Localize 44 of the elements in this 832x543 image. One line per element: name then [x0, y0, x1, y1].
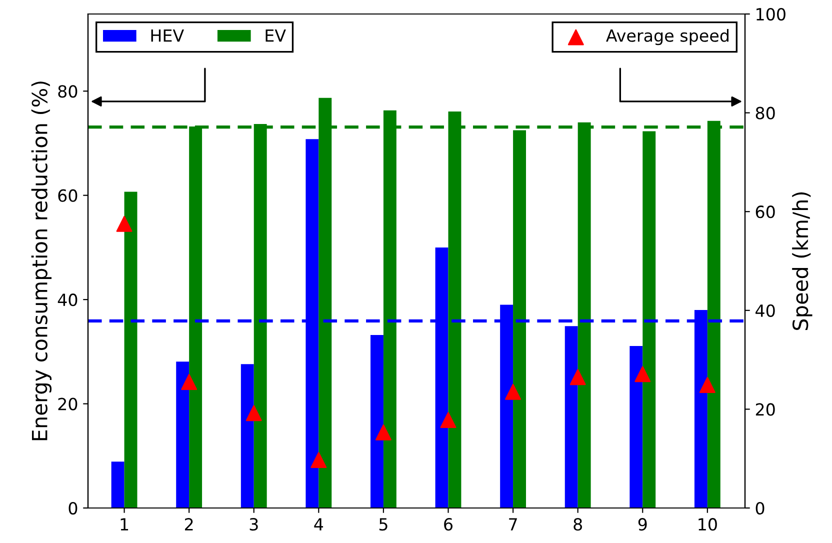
bar: [564, 326, 578, 508]
point: [634, 366, 651, 382]
point: [570, 369, 586, 386]
y-axis-title: Energy consumption reduction (%): [31, 82, 52, 440]
x-tick-label: 10: [698, 518, 717, 531]
y-tick-label: 80: [58, 85, 78, 98]
x-tick-label: 9: [638, 518, 647, 531]
point: [246, 405, 262, 422]
y2-axis-title: Speed (km/h): [792, 192, 812, 330]
bar: [370, 334, 384, 508]
bar: [630, 346, 643, 508]
legend-label: Average speed: [606, 29, 728, 46]
y2-tick-label: 0: [756, 502, 764, 515]
bar: [642, 131, 656, 508]
legend-label: EV: [266, 30, 286, 42]
x-tick-label: 2: [184, 518, 193, 530]
x-tick-label: 1: [120, 518, 128, 530]
y2-tick-label: 80: [756, 106, 775, 120]
x-tick-label: 6: [444, 518, 452, 531]
bar: [124, 192, 138, 508]
y-tick-label: 40: [58, 294, 78, 306]
legend-label: HEV: [151, 30, 184, 42]
y-tick-label: 20: [58, 398, 78, 410]
y2-tick-label: 60: [756, 206, 775, 218]
y2-tick-label: 40: [756, 304, 775, 317]
point: [310, 452, 327, 468]
x-tick-label: 3: [250, 518, 258, 531]
x-tick-label: 8: [574, 518, 582, 531]
point: [375, 424, 392, 440]
point: [699, 377, 716, 393]
point: [116, 216, 132, 232]
bar: [111, 462, 124, 508]
point: [181, 374, 198, 390]
x-tick-label: 4: [314, 518, 324, 530]
point: [505, 384, 522, 400]
bar: [176, 362, 190, 508]
point: [440, 412, 456, 428]
y2-tick-label: 100: [756, 8, 786, 21]
y-tick-label: 0: [68, 502, 78, 515]
x-tick-label: 7: [509, 518, 517, 530]
y2-tick-label: 20: [756, 403, 775, 416]
bar: [240, 364, 254, 508]
x-tick-label: 5: [379, 518, 388, 531]
y-tick-label: 60: [58, 189, 78, 202]
